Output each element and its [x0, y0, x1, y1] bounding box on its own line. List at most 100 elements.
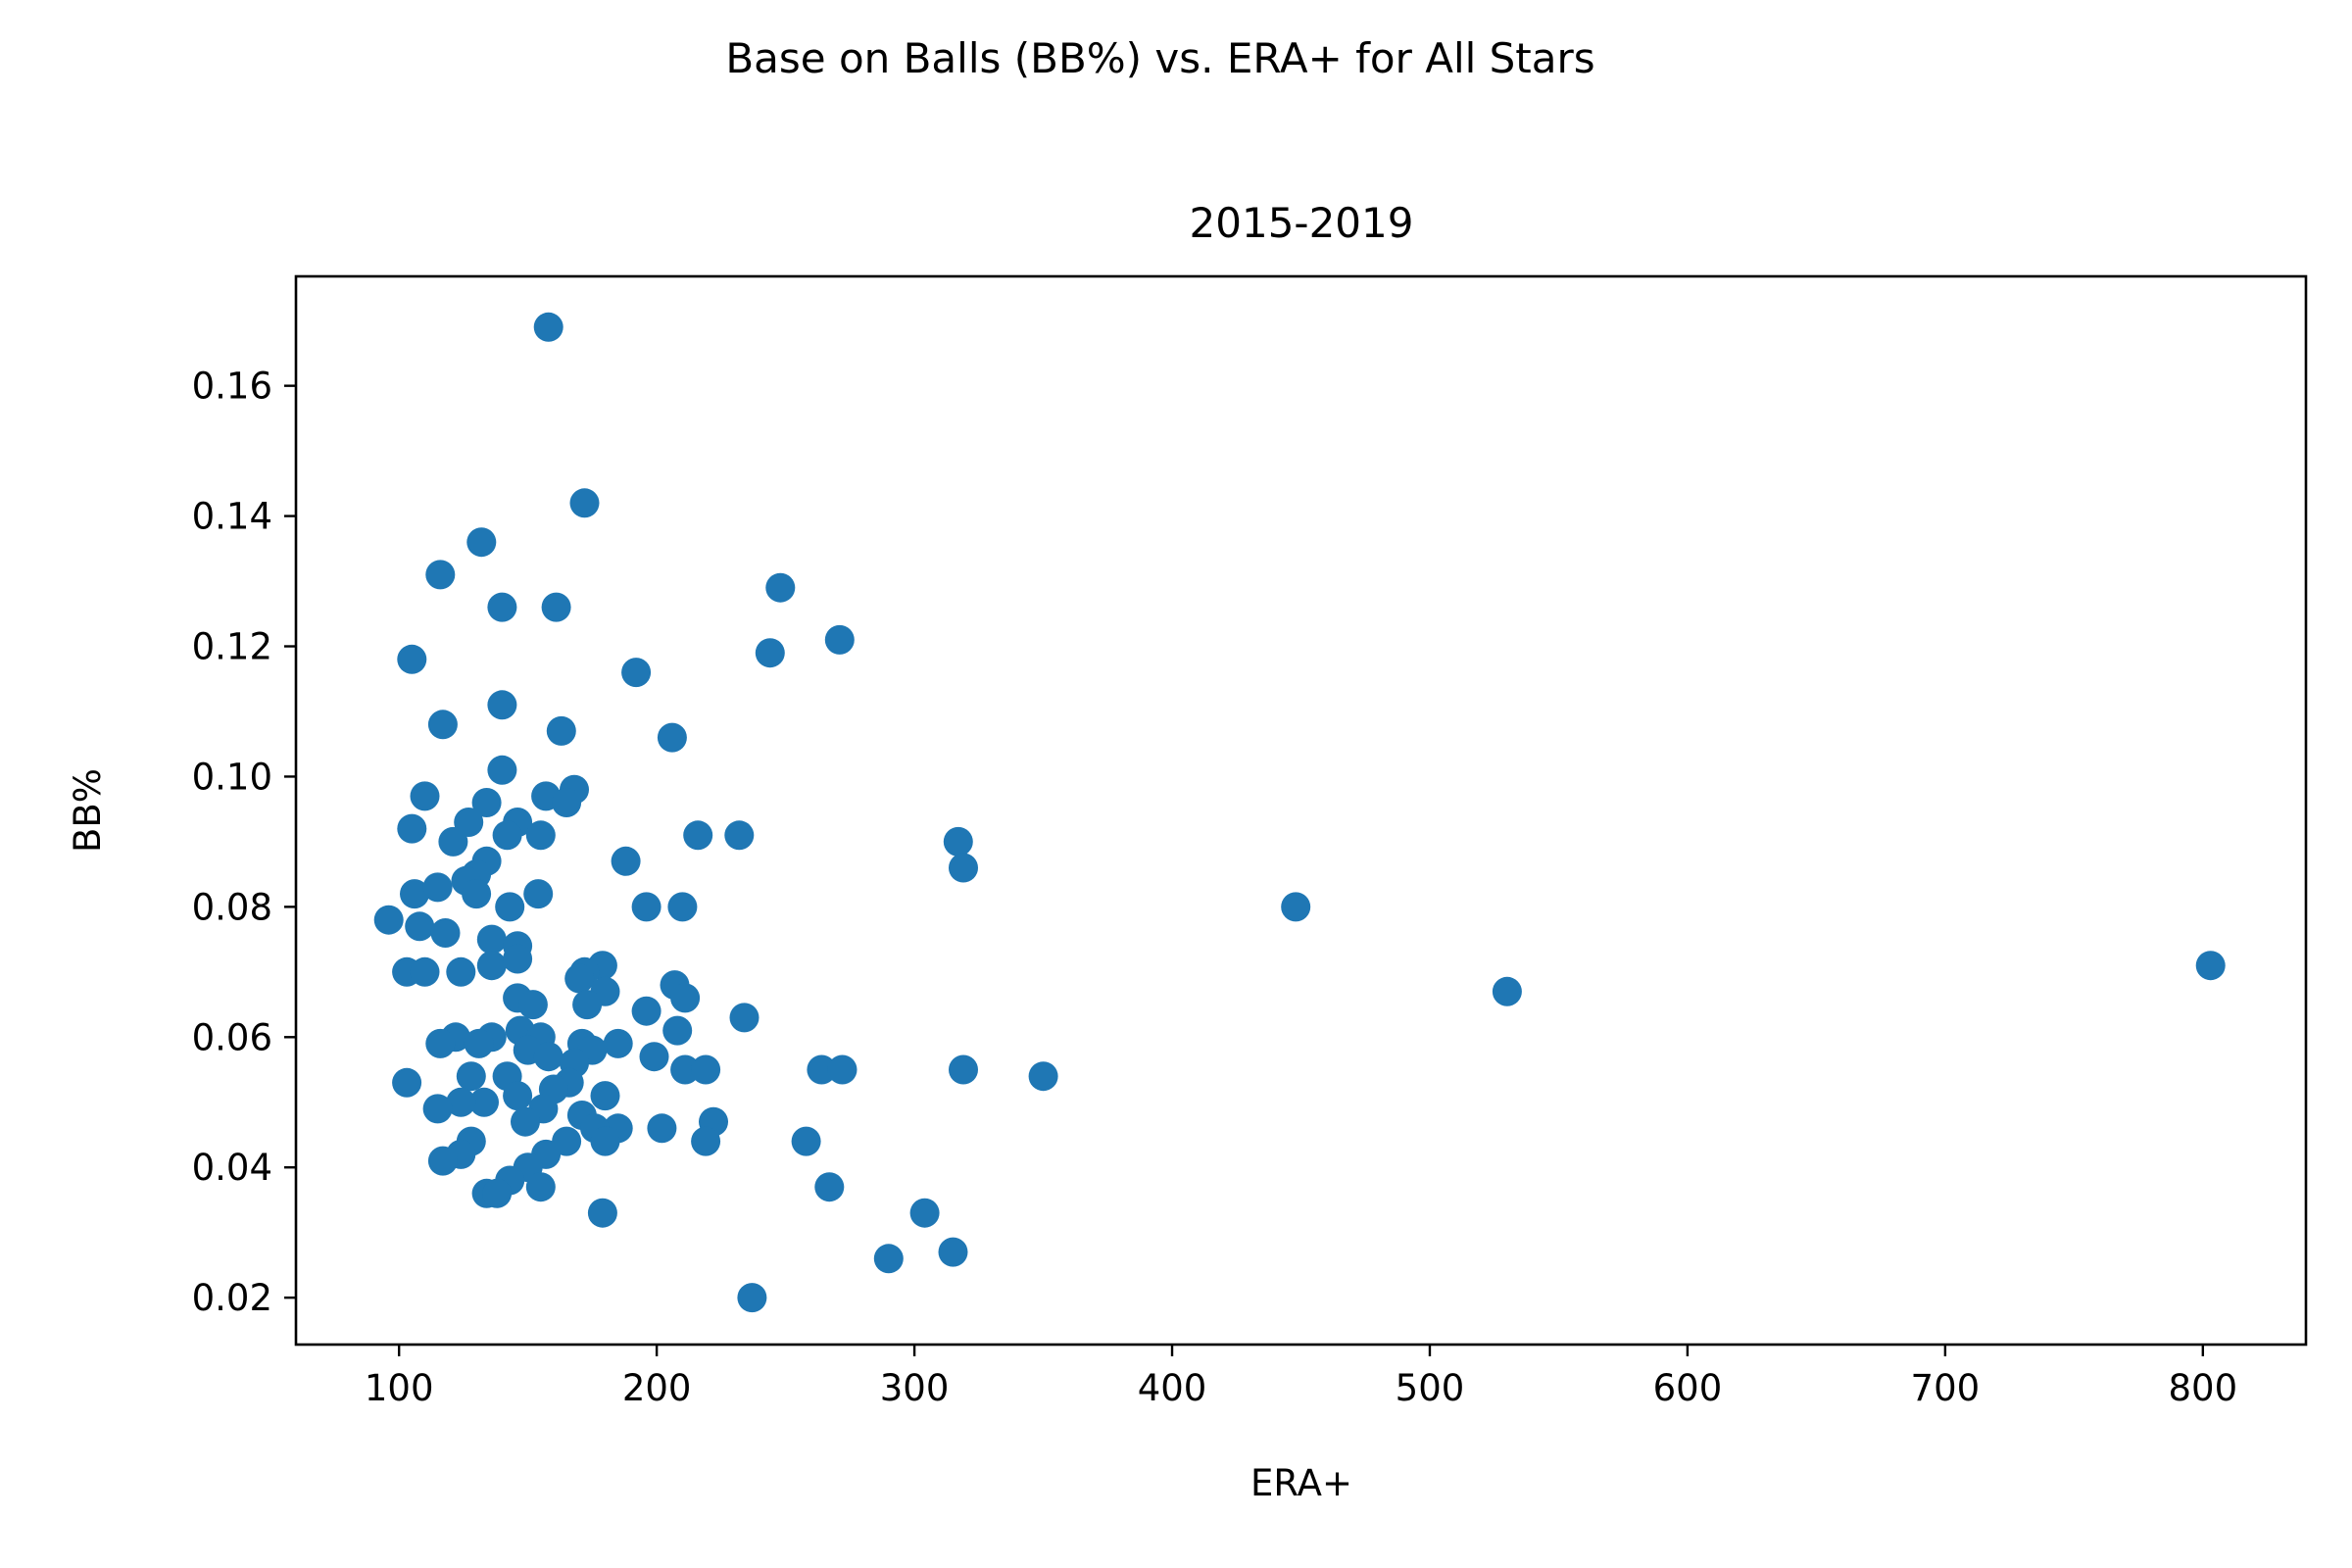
data-point: [503, 944, 533, 974]
data-point: [662, 1015, 693, 1046]
data-point: [446, 1087, 476, 1117]
data-point: [525, 1172, 556, 1202]
chart-suptitle: Base on Balls (BB%) vs. ERA+ for All Sta…: [725, 34, 1594, 82]
data-point: [425, 560, 456, 590]
data-point: [495, 892, 525, 922]
data-point: [647, 1113, 677, 1144]
data-point: [590, 1126, 620, 1156]
x-tick-label: 300: [880, 1367, 950, 1409]
data-point: [523, 879, 554, 909]
data-point: [546, 715, 576, 746]
data-point: [791, 1126, 821, 1156]
data-point: [683, 820, 713, 851]
data-point: [482, 1178, 513, 1208]
data-point: [476, 951, 507, 981]
x-tick-label: 700: [1911, 1367, 1981, 1409]
data-point: [667, 892, 698, 922]
data-point: [2195, 951, 2226, 981]
y-tick-label: 0.02: [192, 1277, 272, 1319]
y-tick-label: 0.12: [192, 626, 272, 668]
data-point: [1281, 892, 1311, 922]
data-point: [466, 527, 497, 558]
data-point: [949, 853, 978, 883]
data-point: [873, 1244, 904, 1274]
chart-title: 2015-2019: [1190, 199, 1414, 247]
data-point: [392, 1067, 422, 1098]
data-point: [438, 826, 468, 857]
y-tick-label: 0.08: [192, 886, 272, 928]
data-point: [691, 1126, 721, 1156]
data-point: [464, 1028, 494, 1058]
x-axis-label: ERA+: [1250, 1462, 1352, 1504]
data-point: [737, 1283, 767, 1313]
data-point: [631, 892, 662, 922]
data-point: [541, 592, 571, 622]
data-point: [487, 755, 517, 785]
data-point: [1492, 976, 1522, 1006]
data-point: [430, 918, 461, 948]
data-point: [1028, 1061, 1058, 1092]
data-point: [405, 911, 435, 942]
data-point: [400, 879, 429, 909]
data-point: [487, 592, 517, 622]
data-point: [476, 924, 507, 955]
data-point: [943, 826, 973, 857]
data-point: [427, 1146, 458, 1176]
data-point: [765, 572, 796, 603]
data-point: [827, 1054, 858, 1085]
data-point: [410, 956, 440, 987]
data-point: [572, 990, 603, 1020]
data-point: [611, 846, 641, 876]
data-point: [729, 1003, 760, 1033]
y-tick-label: 0.06: [192, 1016, 272, 1058]
data-point: [755, 638, 785, 668]
x-tick-label: 800: [2169, 1367, 2238, 1409]
data-point: [517, 990, 548, 1020]
data-point: [397, 813, 427, 844]
data-point: [511, 1106, 540, 1137]
y-tick-label: 0.04: [192, 1147, 272, 1189]
y-axis-label: BB%: [67, 768, 109, 853]
data-point: [603, 1028, 633, 1058]
data-point: [949, 1054, 978, 1085]
data-point: [469, 1087, 499, 1117]
data-point: [724, 820, 755, 851]
y-tick-label: 0.14: [192, 496, 272, 538]
data-point: [503, 1081, 533, 1111]
data-point: [425, 1028, 456, 1058]
data-point: [471, 788, 502, 817]
data-point: [422, 1094, 453, 1124]
x-tick-label: 200: [622, 1367, 692, 1409]
data-point: [462, 879, 492, 909]
data-point: [533, 1042, 564, 1072]
data-point: [590, 1081, 620, 1111]
x-tick-label: 600: [1653, 1367, 1723, 1409]
data-point: [525, 820, 556, 851]
data-point: [533, 312, 564, 342]
data-point: [492, 820, 522, 851]
y-axis-ticks: 0.02 0.04 0.06 0.08 0.10 0.12 0.14 0.16: [192, 366, 296, 1319]
x-tick-label: 400: [1138, 1367, 1207, 1409]
x-tick-label: 500: [1396, 1367, 1465, 1409]
data-point: [807, 1054, 837, 1085]
plot-frame: [294, 274, 2308, 1347]
data-point: [397, 644, 427, 674]
data-point: [814, 1172, 845, 1202]
data-point: [639, 1042, 669, 1072]
y-tick-label: 0.16: [192, 366, 272, 408]
data-point: [691, 1054, 721, 1085]
data-point: [587, 1198, 617, 1228]
data-point: [564, 963, 595, 994]
data-point: [938, 1237, 968, 1267]
data-point: [569, 488, 600, 518]
x-tick-label: 100: [365, 1367, 434, 1409]
data-point: [631, 996, 662, 1026]
data-point: [487, 690, 517, 720]
data-point: [670, 983, 701, 1013]
points-layer: [373, 312, 2226, 1313]
data-point: [427, 710, 458, 740]
data-point: [909, 1198, 940, 1228]
